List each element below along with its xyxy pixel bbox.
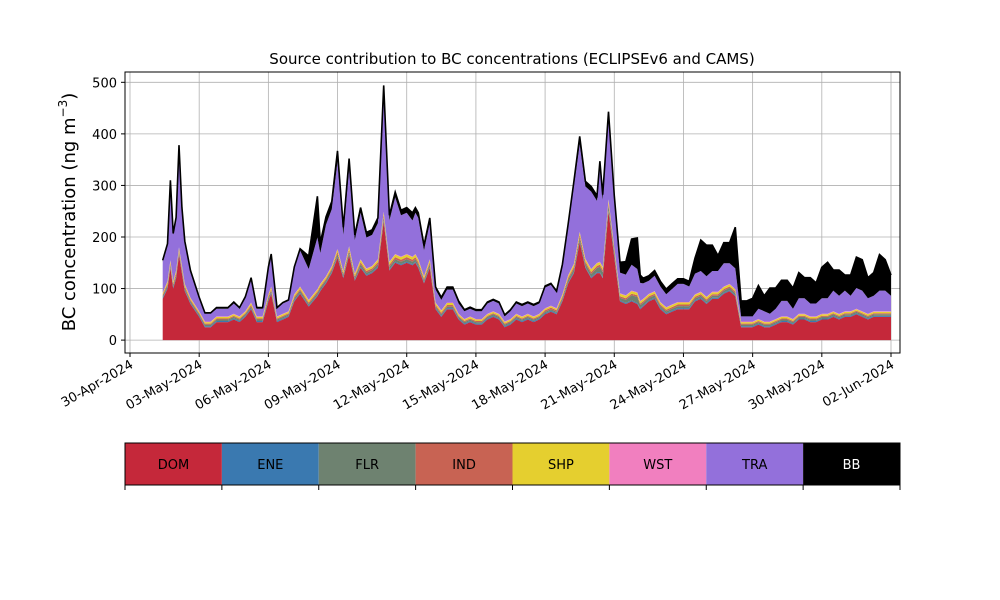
y-tick-label-2: 200 [92, 231, 117, 246]
legend-label-ene: ENE [257, 458, 283, 473]
legend-label-shp: SHP [548, 458, 574, 473]
stacked-areas [162, 85, 891, 341]
legend-swatch-bb [803, 443, 900, 485]
area-bb [162, 85, 891, 317]
legend-swatch-ind [415, 443, 513, 485]
y-tick-label-3: 300 [92, 179, 117, 194]
legend: DOM ENE FLR IND SHP WST TRA BB [124, 442, 901, 490]
y-axis-label-tail: ) [59, 93, 80, 100]
y-axis-label-main: BC concentration (ng m [59, 117, 80, 331]
legend-label-dom: DOM [158, 458, 189, 473]
legend-label-bb: BB [843, 458, 861, 473]
y-axis-label-exponent: −3 [56, 100, 70, 118]
area-dom [162, 211, 891, 341]
y-axis: 0 100 200 300 400 500 [92, 76, 125, 349]
legend-swatch-wst [609, 443, 707, 485]
y-tick-label-5: 500 [92, 76, 117, 91]
legend-swatch-shp [512, 443, 610, 485]
total-line [161, 85, 892, 317]
legend-swatch-ene [221, 443, 319, 485]
y-tick-label-1: 100 [92, 283, 117, 298]
legend-swatch-tra [706, 443, 804, 485]
legend-label-flr: FLR [355, 458, 379, 473]
y-tick-label-4: 400 [92, 128, 117, 143]
y-axis-label: BC concentration (ng m−3) [56, 93, 80, 332]
legend-swatch-dom [125, 443, 222, 485]
y-tick-label-0: 0 [109, 334, 117, 349]
plot-frame [124, 71, 901, 354]
legend-label-tra: TRA [741, 458, 767, 473]
legend-swatch-flr [318, 443, 416, 485]
area-tra [162, 93, 891, 322]
chart-title: Source contribution to BC concentrations… [269, 50, 754, 68]
legend-label-ind: IND [452, 458, 476, 473]
legend-label-wst: WST [643, 458, 672, 473]
